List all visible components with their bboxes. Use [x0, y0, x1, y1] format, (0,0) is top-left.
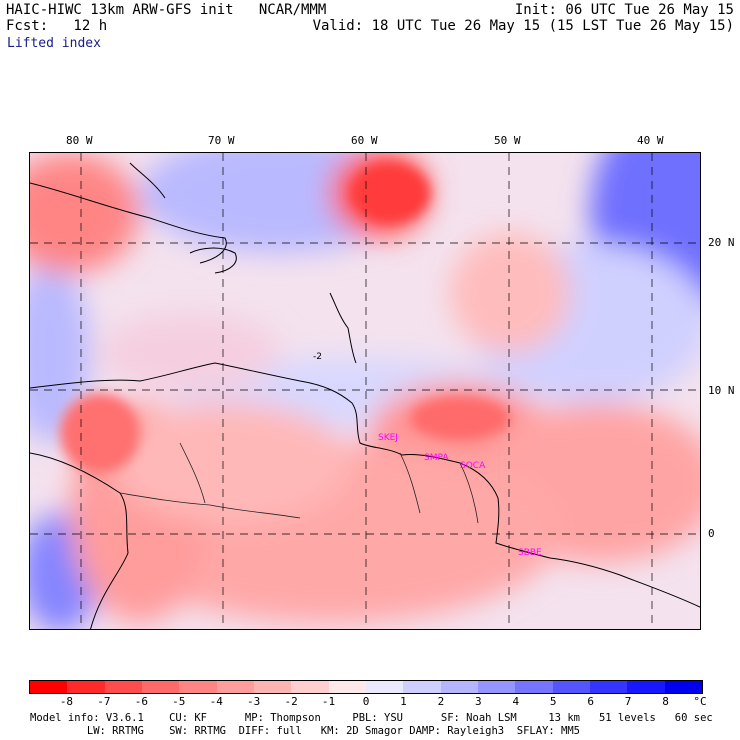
strong-cells	[60, 163, 510, 473]
lon-label-50w: 50 W	[494, 134, 521, 147]
colorbar-segment	[104, 681, 142, 693]
lon-label-80w: 80 W	[66, 134, 93, 147]
colorbar-tick-label: -8	[59, 695, 74, 708]
coastlines	[30, 162, 700, 629]
colorbar-tick-label: 1	[400, 695, 407, 708]
model-info-line1: Model info: V3.6.1 CU: KF MP: Thompson P…	[30, 712, 713, 724]
colorbar-segment	[552, 681, 590, 693]
lat-label-20n: 20 N	[708, 236, 735, 249]
lon-label-60w: 60 W	[351, 134, 378, 147]
colorbar-segment	[403, 681, 441, 693]
shaded-field	[30, 153, 700, 629]
field-name: Lifted index	[7, 36, 101, 51]
colorbar-tick-label: 3	[475, 695, 482, 708]
init-time: Init: 06 UTC Tue 26 May 15	[514, 2, 734, 18]
lifted-index-map: SKEJ SMPA SOCA SBBE -2	[29, 152, 701, 630]
grid-lines	[30, 153, 700, 629]
colorbar-tick-label: 2	[437, 695, 445, 708]
colorbar-segment	[440, 681, 478, 693]
colorbar-tick-label: -2	[284, 695, 298, 708]
colorbar-segment	[365, 681, 404, 693]
colorbar-segment	[253, 681, 292, 693]
colorbar-segment	[216, 681, 254, 693]
colorbar-segment	[589, 681, 628, 693]
lat-label-10n: 10 N	[708, 384, 735, 397]
colorbar-segment	[291, 681, 329, 693]
station-markers: SKEJ SMPA SOCA SBBE	[378, 433, 542, 558]
station-sbbe: SBBE	[518, 548, 542, 558]
station-skej: SKEJ	[378, 433, 398, 443]
lat-label-0: 0	[708, 527, 715, 540]
colorbar-tick-label: -3	[247, 695, 261, 708]
colorbar-tick-label: 6	[587, 695, 594, 708]
colorbar-tick-label: -5	[172, 695, 186, 708]
colorbar-tick-label: 4	[512, 695, 520, 708]
colorbar-segment	[477, 681, 516, 693]
model-title: HAIC-HIWC 13km ARW-GFS init NCAR/MMM	[6, 2, 327, 18]
lon-label-40w: 40 W	[637, 134, 664, 147]
colorbar-tick-label: 8	[662, 695, 669, 708]
colorbar-segment	[664, 681, 702, 693]
borders	[119, 442, 479, 524]
forecast-hour: Fcst: 12 h	[6, 18, 108, 34]
colorbar	[29, 680, 703, 694]
colorbar-tick-label: -6	[134, 695, 148, 708]
colorbar-segment	[67, 681, 105, 693]
colorbar-tick-label: -7	[97, 695, 111, 708]
station-smpa: SMPA	[424, 453, 449, 463]
map-canvas: SKEJ SMPA SOCA SBBE -2	[30, 153, 700, 629]
model-info-line2: LW: RRTMG SW: RRTMG DIFF: full KM: 2D Sm…	[30, 725, 580, 737]
colorbar-segment	[141, 681, 180, 693]
colorbar-tick-label: -4	[209, 695, 223, 708]
colorbar-tick-label: 5	[549, 695, 557, 708]
station-soca: SOCA	[460, 461, 486, 471]
colorbar-segment	[627, 681, 665, 693]
colorbar-unit: °C	[693, 695, 707, 708]
colorbar-segment	[328, 681, 366, 693]
colorbar-segment	[515, 681, 553, 693]
colorbar-tick-label: 0	[362, 695, 370, 708]
lon-label-70w: 70 W	[208, 134, 235, 147]
valid-time: Valid: 18 UTC Tue 26 May 15 (15 LST Tue …	[312, 18, 734, 34]
colorbar-segment	[30, 681, 68, 693]
contour-label: -2	[313, 352, 322, 362]
colorbar-segment	[179, 681, 217, 693]
colorbar-tick-label: -1	[321, 695, 336, 708]
colorbar-tick-label: 7	[624, 695, 632, 708]
